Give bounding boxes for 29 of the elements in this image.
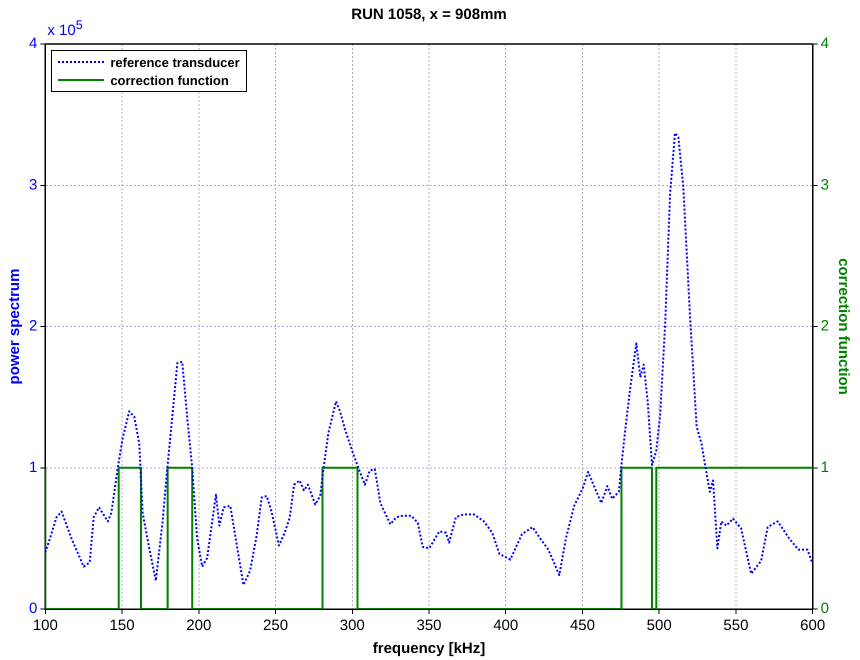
x-tick-label: 550 bbox=[723, 617, 748, 634]
y2-tick-label: 2 bbox=[820, 318, 829, 335]
y-tick-label: 2 bbox=[29, 318, 38, 335]
y2-tick-label: 1 bbox=[820, 458, 829, 476]
y-tick-label: 3 bbox=[29, 176, 38, 194]
x-tick-label: 450 bbox=[570, 617, 595, 634]
x-tick-label: 300 bbox=[340, 617, 365, 634]
x-tick-label: 150 bbox=[110, 617, 135, 634]
x-tick-label: 200 bbox=[186, 617, 212, 634]
y-tick-label: 1 bbox=[29, 458, 38, 476]
x-tick-label: 250 bbox=[263, 617, 288, 634]
x-axis-title: frequency [kHz] bbox=[372, 640, 486, 658]
x-tick-label: 400 bbox=[493, 617, 518, 634]
y-tick-label: 0 bbox=[29, 600, 38, 618]
y-axis-title: power spectrum bbox=[6, 268, 24, 384]
y2-axis-title: correction function bbox=[834, 258, 852, 395]
x-tick-label: 350 bbox=[416, 617, 442, 634]
x-tick-label: 600 bbox=[800, 617, 826, 634]
legend-label: correction function bbox=[110, 72, 229, 88]
y2-tick-label: 0 bbox=[820, 600, 829, 618]
x-tick-label: 500 bbox=[646, 617, 672, 634]
legend-label: reference transducer bbox=[110, 54, 240, 70]
y2-tick-label: 4 bbox=[820, 35, 829, 52]
line-series bbox=[45, 132, 813, 586]
text: x 10$^{5}$ bbox=[47, 18, 83, 39]
x-tick-label: 100 bbox=[32, 617, 58, 634]
chart-title: RUN 1058, x = 908mm bbox=[351, 6, 507, 24]
y-tick-label: 4 bbox=[29, 35, 38, 52]
y2-tick-label: 3 bbox=[820, 176, 829, 194]
